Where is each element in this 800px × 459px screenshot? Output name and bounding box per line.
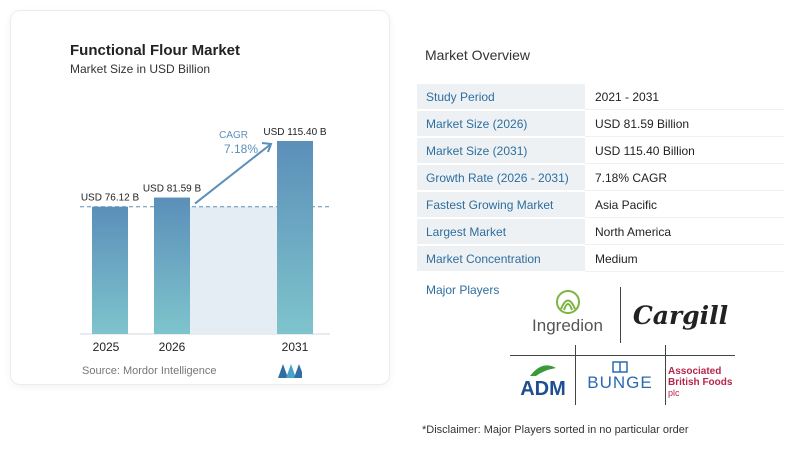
ingredion-logo: Ingredion [520,285,615,340]
x-tick-label: 2025 [93,340,120,354]
overview-row-key: Study Period [417,84,585,110]
abf-line1: Associated [668,366,722,377]
cagr-arrowhead [261,142,273,153]
bunge-logo: BUNGE [577,353,663,401]
chart-title: Functional Flour Market [70,42,241,59]
bunge-wordmark: BUNGE [587,373,653,392]
cargill-logo: Cargill [628,293,733,338]
data-label: USD 115.40 B [263,127,327,138]
major-players-label: Major Players [426,283,500,297]
overview-row: Study Period 2021 - 2031 [417,84,784,111]
adm-leaf-icon [530,364,556,376]
divider [575,345,576,405]
mordor-logo-icon [278,364,302,378]
overview-row-value: USD 81.59 Billion [585,111,784,137]
divider [620,287,621,343]
cargill-wordmark: Cargill [632,301,729,330]
bar-2031 [277,141,313,334]
overview-row-value: 2021 - 2031 [585,84,784,110]
overview-row-value: USD 115.40 Billion [585,138,784,164]
disclaimer: *Disclaimer: Major Players sorted in no … [422,424,689,436]
cagr-value: 7.18% [224,142,258,156]
overview-row-value: North America [585,219,784,245]
bunge-emblem-icon [612,361,628,373]
x-tick-label: 2031 [282,340,309,354]
abf-logo: Associated British Foods plc [668,361,738,403]
ingredion-leaf-icon [555,289,580,314]
overview-row: Growth Rate (2026 - 2031) 7.18% CAGR [417,165,784,192]
overview-row-key: Growth Rate (2026 - 2031) [417,165,585,191]
overview-row-key: Market Concentration [417,246,585,272]
overview-row: Market Size (2031) USD 115.40 Billion [417,138,784,165]
overview-row-key: Market Size (2026) [417,111,585,137]
source-text: Source: Mordor Intelligence [82,365,217,377]
data-label: USD 76.12 B [81,193,140,204]
overview-row-value: Medium [585,246,784,272]
chart-subtitle: Market Size in USD Billion [70,62,211,76]
overview-row: Market Concentration Medium [417,246,784,273]
x-tick-label: 2026 [159,340,186,354]
bar-2026 [154,197,190,334]
cagr-label: CAGR [219,130,248,141]
overview-row: Largest Market North America [417,219,784,246]
adm-wordmark: ADM [520,377,566,400]
overview-title: Market Overview [425,47,531,63]
abf-line3: plc [668,388,680,398]
growth-shade [190,206,277,334]
overview-row-key: Fastest Growing Market [417,192,585,218]
data-label: USD 81.59 B [143,184,202,195]
overview-row: Fastest Growing Market Asia Pacific [417,192,784,219]
overview-row-value: Asia Pacific [585,192,784,218]
overview-row-value: 7.18% CAGR [585,165,784,191]
divider [510,355,735,356]
overview-row: Market Size (2026) USD 81.59 Billion [417,111,784,138]
cagr-arrow [194,143,272,205]
bar-2025 [92,206,128,334]
divider [665,345,666,405]
ingredion-wordmark: Ingredion [532,315,603,335]
adm-logo: ADM [512,359,574,405]
overview-row-key: Market Size (2031) [417,138,585,164]
abf-line2: British Foods [668,377,733,388]
overview-table: Study Period 2021 - 2031 Market Size (2026… [417,84,784,273]
major-players-logos: Ingredion Cargill ADM BUNGE Associated B… [510,285,735,405]
bar-chart: USD 76.12 B 2025 USD 81.59 B 2026 USD 115.40… [80,127,330,354]
overview-row-key: Largest Market [417,219,585,245]
